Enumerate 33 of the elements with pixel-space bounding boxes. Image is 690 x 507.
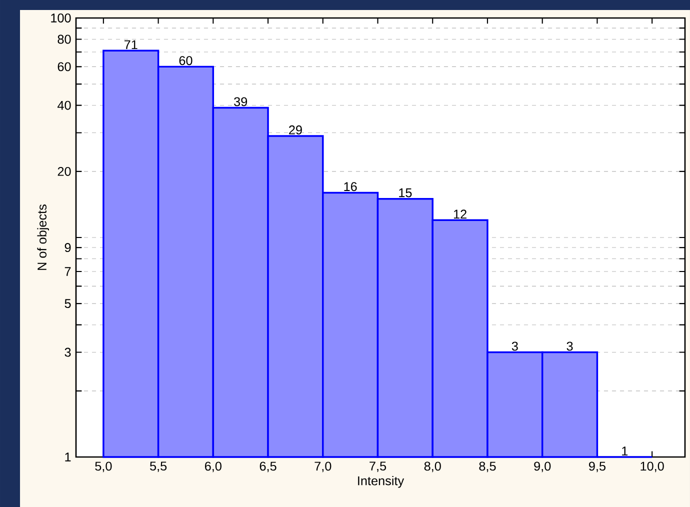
y-tick-label: 7 — [64, 267, 71, 276]
x-tick-label: 8,0 — [424, 462, 441, 472]
y-tick-label: 5 — [64, 299, 71, 308]
x-tick-label: 9,5 — [588, 462, 606, 472]
y-tick-label: 40 — [58, 100, 71, 110]
data-label: 15 — [399, 188, 412, 198]
y-tick-label: 3 — [64, 348, 71, 357]
y-tick-label: 60 — [58, 62, 71, 72]
data-label: 1 — [622, 446, 628, 456]
data-label: 16 — [344, 182, 357, 192]
x-tick-label: 5,5 — [150, 462, 167, 472]
y-tick-label: 1 — [65, 452, 71, 462]
data-label: 39 — [234, 97, 248, 106]
x-tick-label: 9,0 — [534, 462, 551, 472]
data-label: 60 — [179, 56, 192, 66]
x-tick-label: 7,0 — [314, 462, 332, 472]
y-tick-label: 100 — [51, 14, 71, 22]
data-label: 3 — [512, 342, 518, 351]
data-label: 3 — [566, 342, 573, 351]
y-tick-label: 9 — [64, 243, 71, 252]
x-tick-label: 6,5 — [260, 462, 276, 472]
x-tick-label: 5,0 — [95, 462, 112, 472]
y-tick-label: 20 — [58, 166, 71, 176]
data-label: 12 — [454, 210, 466, 219]
x-tick-label: 7,5 — [370, 462, 386, 472]
x-tick-label: 6,0 — [205, 462, 222, 472]
data-label: 71 — [124, 40, 138, 50]
y-axis-title: N of objects — [37, 204, 50, 270]
data-label: 29 — [289, 125, 302, 134]
y-tick-label: 80 — [58, 34, 71, 44]
x-axis-title: Intensity — [358, 476, 404, 488]
x-tick-label: 10,0 — [640, 462, 664, 472]
x-tick-label: 8,5 — [479, 462, 496, 472]
